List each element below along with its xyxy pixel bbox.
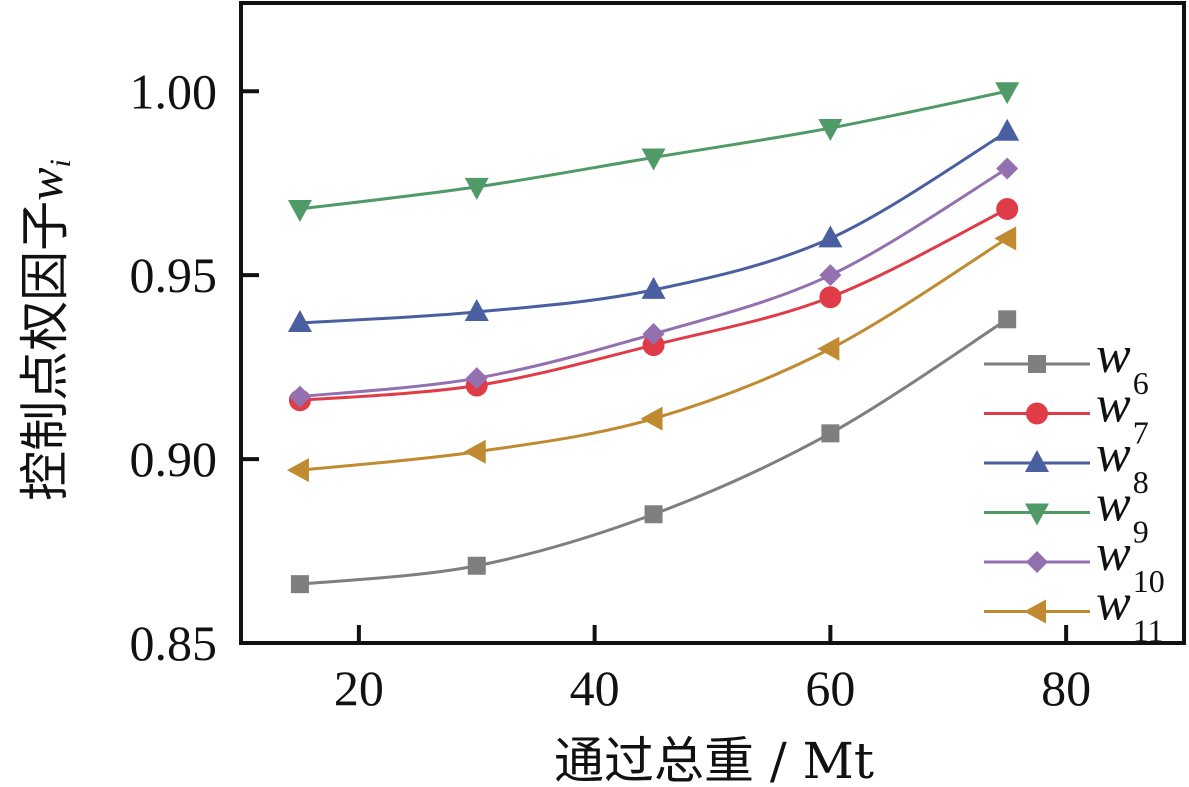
data-point [641,148,666,171]
legend-marker [1026,551,1048,573]
legend-marker [1028,355,1046,373]
data-point [994,226,1017,251]
data-point [467,556,486,575]
legend-symbol: w [1096,377,1131,434]
data-point [998,310,1017,329]
legend-label: w9 [1096,476,1149,550]
legend-item: w7 [984,377,1149,451]
data-point [463,439,486,464]
legend-marker [1025,503,1049,526]
data-point [287,310,312,332]
data-point [642,334,665,357]
data-point [464,298,489,321]
series-layer [286,82,1020,594]
legend-item: w10 [984,525,1165,599]
y-tick-label: 0.95 [130,247,218,303]
data-point [818,119,843,142]
data-point [996,197,1019,220]
y-axis-title: 控制点权因子wi [16,159,77,501]
legend-label: w7 [1096,377,1149,451]
y-tick-label: 1.00 [130,63,218,119]
data-point [286,458,309,483]
y-axis-title-group: 控制点权因子wi [16,159,77,501]
series-line [299,318,1009,586]
y-tick-label: 0.90 [130,431,218,487]
series-w8 [287,118,1020,332]
legend-subscript: 6 [1133,365,1149,401]
x-tick-label: 60 [805,660,855,716]
legend-marker [1024,599,1046,624]
data-point [817,336,840,361]
data-point [995,118,1020,141]
legend-subscript: 10 [1133,563,1165,599]
x-tick-label: 40 [570,660,620,716]
x-tick-label: 80 [1041,660,1091,716]
data-point [464,177,489,200]
legend-item: w6 [984,327,1149,401]
data-point [288,385,311,408]
x-tick-label: 20 [334,660,384,716]
data-point [819,264,842,287]
legend-label: w8 [1096,426,1149,500]
data-point [818,225,843,248]
legend-item: w9 [984,476,1149,550]
legend-label: w6 [1096,327,1149,401]
y-tick-label: 0.85 [130,615,218,671]
y-axis-title-subscript: i [44,159,77,167]
plot-frame [239,1,1186,645]
legend-marker [1025,450,1049,472]
data-point [641,276,666,299]
data-point [821,424,840,443]
y-axis: 0.85 0.90 0.95 1.00 [130,63,259,671]
legend-marker [1026,402,1048,425]
x-axis-title: 通过总重 / Mt [554,732,874,787]
series-w11 [286,226,1017,483]
legend-subscript: 8 [1133,464,1149,500]
data-point [287,199,312,222]
legend-subscript: 9 [1133,514,1149,550]
legend-subscript: 7 [1133,415,1149,451]
series-w9 [287,82,1020,222]
legend-symbol: w [1096,327,1131,384]
data-point [642,323,665,346]
legend-symbol: w [1096,426,1131,483]
data-point [819,286,842,309]
y-axis-title-symbol: w [17,167,73,200]
data-point [465,367,488,390]
data-point [644,505,663,524]
series-w6 [290,310,1017,594]
data-point [995,82,1020,105]
data-point [996,157,1019,180]
series-w10 [288,157,1019,408]
legend-item: w8 [984,426,1149,500]
x-axis: 20 40 60 80 [334,625,1091,716]
legend-label: w11 [1096,575,1164,649]
data-point [290,575,309,594]
legend-item: w11 [984,575,1164,649]
y-axis-title-text: 控制点权因子 [16,201,74,501]
legend-symbol: w [1096,575,1131,632]
legend-symbol: w [1096,476,1131,533]
data-point [640,406,663,431]
legend-subscript: 11 [1133,613,1164,649]
legend-label: w10 [1096,525,1165,599]
legend-symbol: w [1096,525,1131,582]
